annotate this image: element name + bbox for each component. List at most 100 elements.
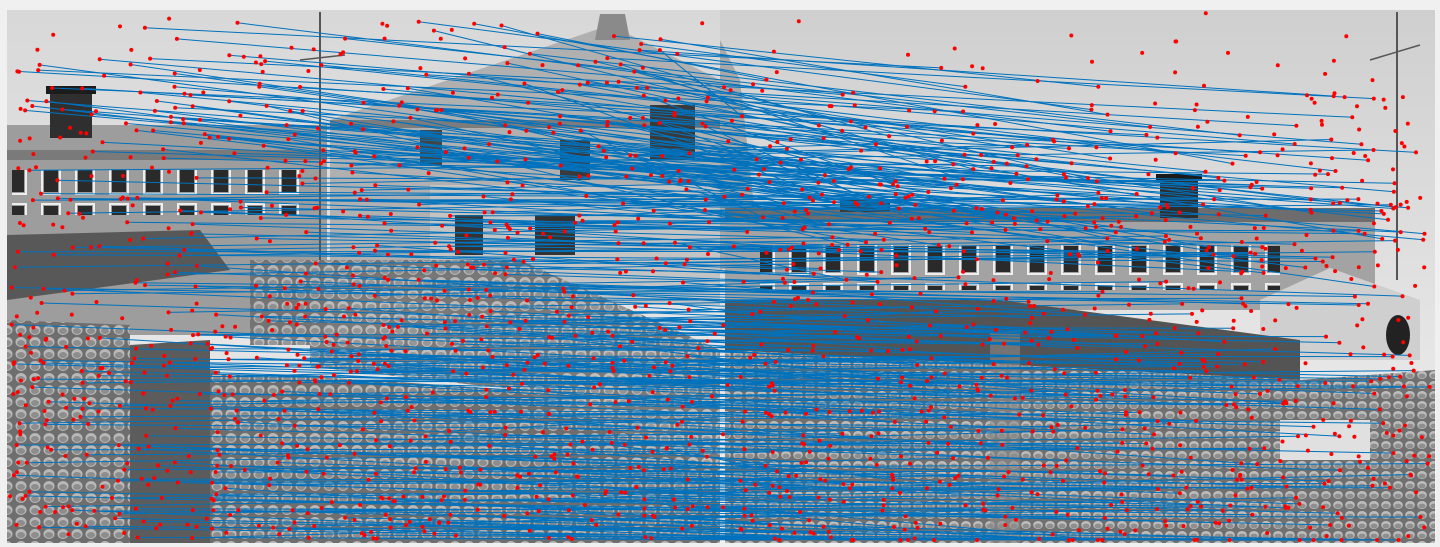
matched-keypoint [280, 441, 285, 446]
keypoint [102, 73, 107, 78]
keypoint [705, 339, 710, 344]
keypoint [1012, 396, 1017, 401]
matched-keypoint [633, 153, 638, 158]
keypoint [1387, 375, 1391, 380]
match-line [506, 357, 932, 366]
keypoint [60, 225, 65, 230]
keypoint [732, 167, 737, 172]
keypoint [87, 401, 92, 406]
matched-keypoint [942, 371, 947, 376]
matched-keypoint [1228, 503, 1233, 508]
keypoint [1061, 172, 1066, 177]
matched-keypoint [1329, 137, 1334, 142]
matched-keypoint [173, 426, 178, 431]
keypoint [129, 361, 134, 366]
keypoint [700, 21, 705, 26]
keypoint [1254, 180, 1259, 184]
keypoint [848, 119, 853, 124]
keypoint [71, 417, 76, 422]
keypoint [352, 190, 357, 195]
match-line [377, 368, 1280, 381]
matched-keypoint [770, 483, 775, 488]
keypoint [1035, 79, 1040, 83]
matched-keypoint [443, 467, 448, 472]
match-line [375, 184, 814, 201]
keypoint [51, 32, 56, 37]
matched-keypoint [30, 198, 35, 203]
keypoint [1096, 293, 1101, 298]
matched-keypoint [128, 62, 133, 67]
keypoint [1280, 439, 1285, 444]
matched-keypoint [517, 326, 522, 331]
matched-keypoint [213, 370, 218, 375]
matched-keypoint [932, 538, 937, 542]
keypoint [1093, 370, 1098, 375]
matched-keypoint [234, 408, 239, 413]
keypoint [949, 424, 953, 429]
matched-keypoint [864, 240, 868, 245]
matched-keypoint [779, 526, 784, 531]
keypoint [29, 350, 33, 355]
matched-keypoint [84, 452, 89, 457]
keypoint [1035, 492, 1040, 497]
matched-keypoint [388, 517, 392, 522]
matched-keypoint [223, 486, 228, 491]
keypoint [1109, 223, 1114, 228]
keypoint [592, 385, 597, 390]
keypoint [1162, 239, 1167, 244]
keypoint [158, 522, 163, 527]
match-line [354, 453, 1287, 487]
keypoint [386, 364, 391, 368]
keypoint [533, 454, 538, 459]
matched-keypoint [166, 310, 171, 315]
matched-keypoint [16, 249, 20, 254]
matched-keypoint [1237, 133, 1242, 138]
keypoint [722, 85, 727, 90]
keypoint [418, 66, 423, 71]
keypoint [229, 464, 233, 468]
keypoint [615, 257, 620, 262]
keypoint [265, 165, 270, 170]
matched-keypoint [172, 84, 177, 89]
matched-keypoint [90, 149, 95, 154]
matched-keypoint [208, 346, 213, 351]
matched-keypoint [1023, 330, 1028, 335]
match-line [507, 237, 1243, 273]
matched-keypoint [116, 443, 121, 448]
keypoint [576, 63, 581, 68]
matched-keypoint [1366, 158, 1371, 163]
matched-keypoint [223, 334, 228, 339]
matched-keypoint [83, 524, 88, 529]
keypoint [188, 470, 193, 475]
keypoint [624, 174, 629, 179]
keypoint [154, 526, 159, 531]
keypoint [703, 208, 707, 213]
matched-keypoint [1294, 495, 1298, 500]
match-line [148, 446, 1064, 482]
keypoint [35, 47, 40, 52]
keypoint [552, 456, 557, 461]
keypoint [1045, 239, 1050, 244]
matched-keypoint [207, 135, 212, 140]
matched-keypoint [1173, 151, 1178, 156]
match-line [666, 447, 797, 477]
keypoint [358, 502, 363, 507]
keypoint [1046, 336, 1051, 340]
keypoint [974, 257, 979, 262]
match-line [376, 423, 1170, 441]
keypoint [11, 392, 16, 397]
matched-keypoint [672, 497, 676, 502]
keypoint [831, 179, 836, 183]
keypoint [1094, 397, 1099, 402]
keypoint [1404, 394, 1409, 399]
keypoint [919, 409, 924, 414]
matched-keypoint [1217, 188, 1222, 193]
keypoint [610, 366, 615, 370]
matched-keypoint [991, 362, 996, 367]
keypoint [728, 88, 733, 93]
matched-keypoint [227, 136, 232, 141]
matched-keypoint [214, 312, 219, 317]
keypoint [194, 301, 199, 306]
keypoint-markers [8, 11, 1432, 542]
